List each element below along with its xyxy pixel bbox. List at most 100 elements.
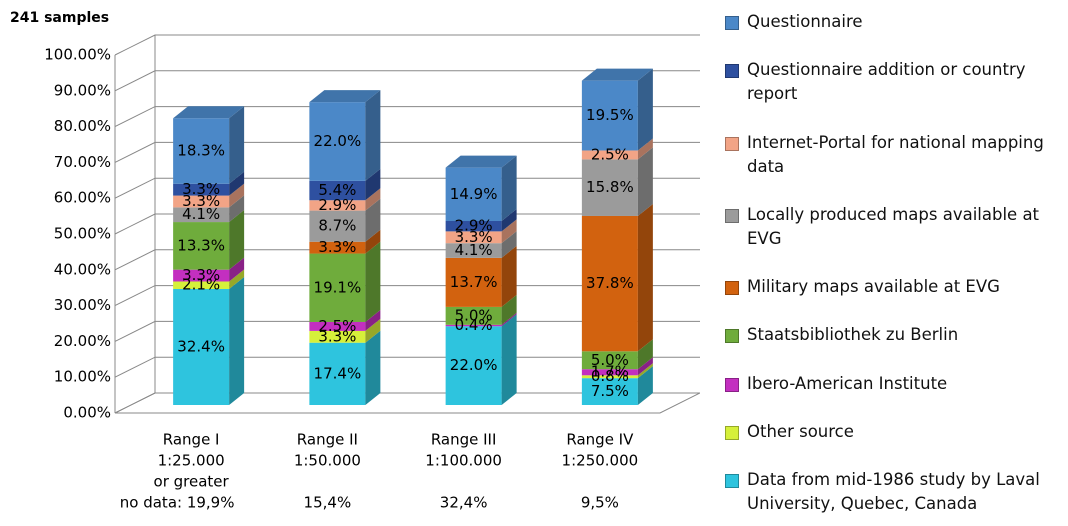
bar-side <box>229 210 245 270</box>
data-label: 3.3% <box>455 228 493 246</box>
x-tick-label: 1:50.000 <box>294 452 361 470</box>
data-label: 22.0% <box>450 356 498 374</box>
legend-swatch <box>725 281 739 295</box>
bar-side <box>501 155 517 221</box>
bar-segment <box>309 321 366 331</box>
data-label: 14.9% <box>450 185 498 203</box>
legend-swatch <box>725 16 739 30</box>
bar-side <box>637 357 653 376</box>
bar-segment <box>445 220 502 232</box>
data-label: 17.4% <box>314 364 362 382</box>
bar-segment <box>445 306 502 325</box>
legend-label: Locally produced maps available at EVG <box>747 204 1040 248</box>
bar-segment <box>445 326 502 405</box>
data-label: 1.7% <box>591 363 629 381</box>
legend-item: Ibero-American Institute <box>722 372 1062 396</box>
legend-item: Staatsbibliothek zu Berlin <box>722 323 1062 347</box>
bar-side <box>501 219 517 244</box>
bar-segment <box>581 80 638 151</box>
bar-side <box>229 269 245 290</box>
data-label: 13.3% <box>177 236 225 254</box>
grid-line <box>114 356 700 378</box>
legend-swatch <box>725 136 739 151</box>
bar-segment <box>581 159 638 216</box>
grid-line <box>114 320 700 342</box>
grid-line <box>114 70 700 92</box>
bar-side <box>501 245 517 307</box>
y-tick-label: 10.00% <box>54 368 111 386</box>
bar-segment <box>173 118 230 184</box>
data-label: 32.4% <box>177 338 225 356</box>
bar-side <box>637 339 653 370</box>
bar-segment <box>173 281 230 290</box>
x-tick-label: Range III <box>431 431 497 449</box>
bar-side <box>637 363 653 379</box>
grid-line <box>114 106 700 128</box>
y-tick-label: 30.00% <box>54 296 111 314</box>
bar-segment <box>173 207 230 223</box>
bar-side <box>365 330 381 405</box>
data-label: 37.8% <box>586 274 634 292</box>
legend-swatch <box>725 208 739 223</box>
data-label: 5.0% <box>455 306 493 324</box>
bar-side <box>365 168 381 201</box>
bar-side <box>501 294 517 325</box>
x-tick-label: Range IV <box>566 431 634 449</box>
no-data-label: 9,5% <box>581 494 619 512</box>
y-tick-label: 50.00% <box>54 225 111 243</box>
bar-segment <box>581 351 638 370</box>
bar-segment <box>581 378 638 405</box>
bar-segment <box>309 330 366 343</box>
data-label: 4.1% <box>182 205 220 223</box>
bar-side <box>229 195 245 223</box>
bar-side <box>365 241 381 322</box>
data-label: 13.7% <box>450 273 498 291</box>
x-tick-label: Range II <box>297 431 358 449</box>
legend-label: Internet-Portal for national mapping dat… <box>747 132 1044 176</box>
bar-side <box>501 231 517 258</box>
bar-segment <box>581 369 638 376</box>
bar-segment <box>445 324 502 327</box>
legend-swatch <box>725 329 739 344</box>
data-label: 19.1% <box>314 278 362 296</box>
data-label: 2.9% <box>318 196 356 214</box>
bar-segment <box>581 150 638 160</box>
data-label: 2.9% <box>455 217 493 235</box>
legend-item: Military maps available at EVG <box>722 275 1062 299</box>
bar-segment <box>309 200 366 211</box>
bar-side <box>229 183 245 208</box>
legend-item: Data from mid-1986 study by Laval Univer… <box>722 468 1062 516</box>
grid-line <box>114 392 700 414</box>
data-label: 3.3% <box>182 266 220 284</box>
no-data-label: 15,4% <box>304 494 352 512</box>
bar-side <box>365 229 381 254</box>
y-tick-label: 100.00% <box>44 46 111 64</box>
grid-line <box>114 213 700 235</box>
legend-item: Locally produced maps available at EVG <box>722 203 1062 251</box>
bar-side <box>501 314 517 405</box>
bar-side <box>365 309 381 331</box>
bar-side <box>637 366 653 405</box>
legend-label: Questionnaire <box>747 12 863 31</box>
data-label: 2.5% <box>591 145 629 163</box>
grid-line <box>114 285 700 307</box>
chart-title: 241 samples <box>10 10 109 26</box>
legend-item: Other source <box>722 420 1062 444</box>
data-label: 0.8% <box>591 367 629 385</box>
no-data-label: 32,4% <box>440 494 488 512</box>
bar-side <box>365 198 381 242</box>
bar-segment <box>445 231 502 244</box>
y-tick-label: 70.00% <box>54 153 111 171</box>
y-tick-label: 40.00% <box>54 260 111 278</box>
data-label: 3.3% <box>182 180 220 198</box>
legend-swatch <box>725 377 739 392</box>
data-label: 5.0% <box>591 351 629 369</box>
no-data-label: no data: 19,9% <box>120 494 235 512</box>
bar-segment <box>309 102 366 181</box>
y-tick-label: 80.00% <box>54 117 111 135</box>
grid-line <box>114 249 700 271</box>
bar-segment <box>581 215 638 352</box>
legend-item: Questionnaire <box>722 10 1062 34</box>
bar-segment <box>309 241 366 254</box>
